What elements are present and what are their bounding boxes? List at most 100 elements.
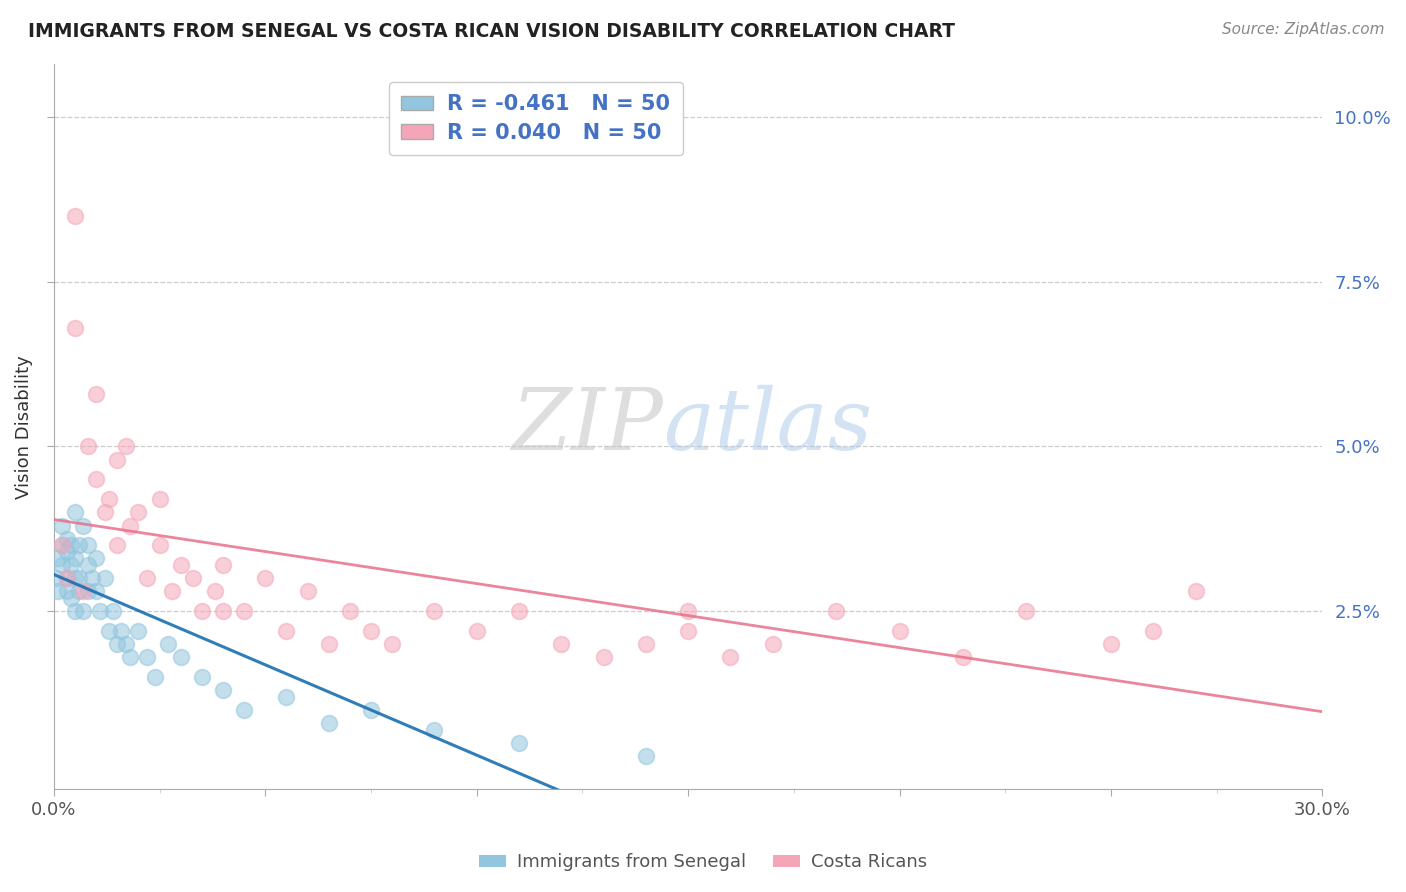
Point [84,551,107,566]
Point [97,624,120,638]
Point [45,571,67,585]
Point [297,584,319,599]
Point [105,452,128,467]
Point [55,584,77,599]
Point [318,637,340,651]
Point [51,538,73,552]
Point [423,723,446,737]
Point [135,571,157,585]
Point [212,604,235,618]
Text: IMMIGRANTS FROM SENEGAL VS COSTA RICAN VISION DISABILITY CORRELATION CHART: IMMIGRANTS FROM SENEGAL VS COSTA RICAN V… [28,22,955,41]
Point [825,604,848,618]
Point [148,538,170,552]
Point [114,439,136,453]
Point [1099,637,1122,651]
Point [93,505,115,519]
Point [183,571,205,585]
Point [101,604,124,618]
Point [762,637,785,651]
Point [76,439,98,453]
Point [55,571,77,585]
Point [148,492,170,507]
Point [72,604,94,618]
Point [233,703,256,717]
Text: atlas: atlas [662,385,872,468]
Point [80,571,103,585]
Point [72,584,94,599]
Point [59,558,82,572]
Point [76,538,98,552]
Point [254,571,277,585]
Point [592,650,614,665]
Point [508,604,530,618]
Point [63,604,86,618]
Y-axis label: Vision Disability: Vision Disability [15,355,32,499]
Point [97,492,120,507]
Point [465,624,488,638]
Point [889,624,911,638]
Point [110,624,132,638]
Point [67,571,90,585]
Legend: R = -0.461   N = 50, R = 0.040   N = 50: R = -0.461 N = 50, R = 0.040 N = 50 [389,82,683,155]
Point [143,670,166,684]
Point [76,558,98,572]
Point [63,551,86,566]
Point [46,551,69,566]
Point [1184,584,1206,599]
Point [170,650,193,665]
Point [114,637,136,651]
Point [51,518,73,533]
Point [212,558,235,572]
Point [634,637,657,651]
Point [105,538,128,552]
Point [156,637,179,651]
Point [51,558,73,572]
Point [76,584,98,599]
Point [135,650,157,665]
Point [191,670,214,684]
Point [46,584,69,599]
Point [55,545,77,559]
Point [72,518,94,533]
Point [720,650,742,665]
Point [67,584,90,599]
Point [276,690,298,704]
Point [233,604,256,618]
Point [162,584,184,599]
Point [84,386,107,401]
Point [127,505,149,519]
Point [423,604,446,618]
Point [339,604,361,618]
Point [360,624,382,638]
Point [204,584,226,599]
Point [212,683,235,698]
Point [381,637,404,651]
Point [105,637,128,651]
Point [952,650,974,665]
Point [676,604,699,618]
Text: ZIP: ZIP [510,385,662,468]
Point [89,604,111,618]
Point [360,703,382,717]
Point [59,538,82,552]
Point [84,472,107,486]
Point [63,320,86,334]
Point [1015,604,1038,618]
Point [63,505,86,519]
Legend: Immigrants from Senegal, Costa Ricans: Immigrants from Senegal, Costa Ricans [471,847,935,879]
Text: Source: ZipAtlas.com: Source: ZipAtlas.com [1222,22,1385,37]
Point [508,736,530,750]
Point [55,571,77,585]
Point [63,209,86,223]
Point [67,538,90,552]
Point [118,650,141,665]
Point [191,604,214,618]
Point [63,571,86,585]
Point [1142,624,1164,638]
Point [118,518,141,533]
Point [93,571,115,585]
Point [676,624,699,638]
Point [276,624,298,638]
Point [170,558,193,572]
Point [55,532,77,546]
